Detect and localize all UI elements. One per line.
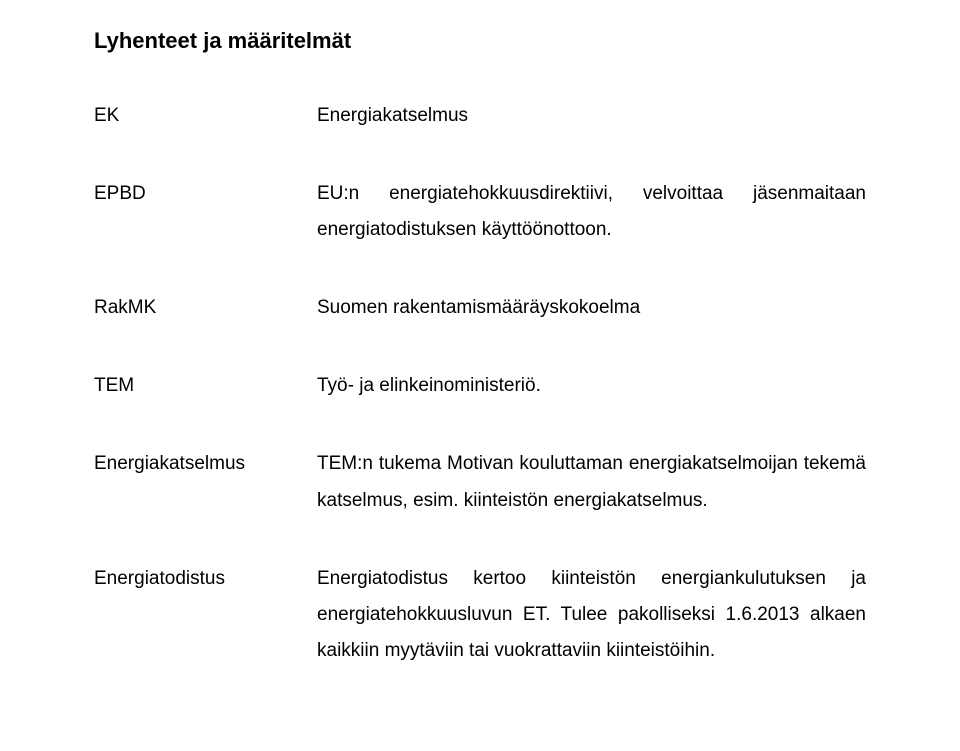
definition-text: EU:n energiatehokkuusdirektiivi, velvoit… (317, 176, 866, 248)
definition-text: TEM:n tukema Motivan kouluttaman energia… (317, 446, 866, 518)
term-label: Energiakatselmus (94, 446, 317, 482)
definition-row: EPBD EU:n energiatehokkuusdirektiivi, ve… (94, 176, 866, 248)
term-label: TEM (94, 368, 317, 404)
definition-row: TEM Työ- ja elinkeinoministeriö. (94, 368, 866, 404)
definition-text: Energiatodistus kertoo kiinteistön energ… (317, 561, 866, 669)
term-label: RakMK (94, 290, 317, 326)
document-page: Lyhenteet ja määritelmät EK Energiakatse… (0, 0, 960, 751)
definition-row: Energiakatselmus TEM:n tukema Motivan ko… (94, 446, 866, 518)
definition-text: Työ- ja elinkeinoministeriö. (317, 368, 866, 404)
definition-row: RakMK Suomen rakentamismääräyskokoelma (94, 290, 866, 326)
definition-text: Suomen rakentamismääräyskokoelma (317, 290, 866, 326)
term-label: Energiatodistus (94, 561, 317, 597)
definition-text: Energiakatselmus (317, 98, 866, 134)
page-title: Lyhenteet ja määritelmät (94, 28, 866, 54)
term-label: EK (94, 98, 317, 134)
definition-row: EK Energiakatselmus (94, 98, 866, 134)
term-label: EPBD (94, 176, 317, 212)
definition-row: Energiatodistus Energiatodistus kertoo k… (94, 561, 866, 669)
